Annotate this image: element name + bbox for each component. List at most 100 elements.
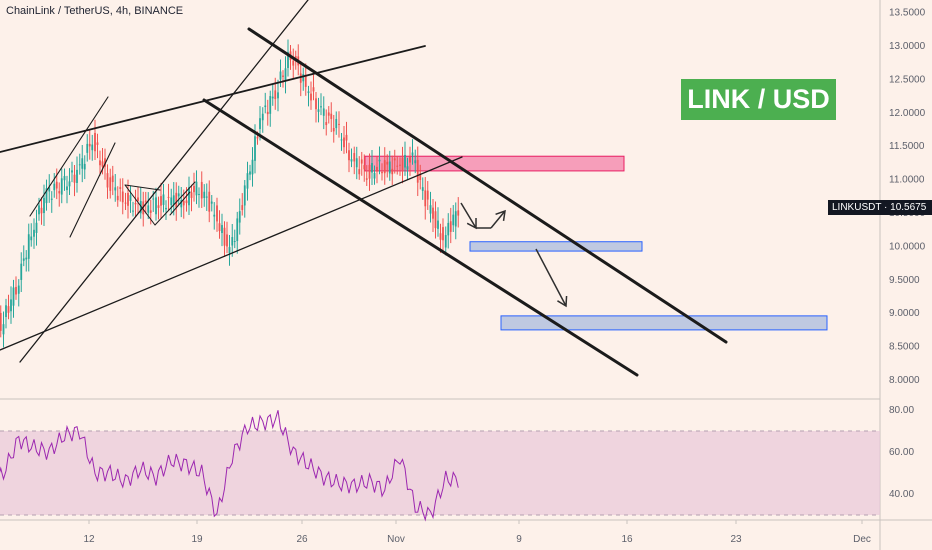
candle-body <box>444 235 447 248</box>
candle-body <box>86 143 89 153</box>
price-tick-label: 9.0000 <box>889 308 920 319</box>
candle-body <box>134 203 137 205</box>
candle-body <box>284 68 287 81</box>
candle-body <box>10 299 12 312</box>
candle-body <box>76 169 78 183</box>
zone-target-1 <box>469 241 643 252</box>
candle-body <box>439 233 442 240</box>
candle-body <box>264 105 267 108</box>
arrowhead-icon <box>557 295 568 308</box>
symbol-badge: LINK / USD <box>681 79 836 120</box>
candle-body <box>132 210 134 212</box>
candle-body <box>365 178 368 180</box>
arrow-segment-0 <box>460 202 477 229</box>
candle-body <box>419 173 422 180</box>
candle-body <box>139 200 142 214</box>
candle-body <box>266 111 269 115</box>
candle-body <box>236 218 239 242</box>
candle-body <box>442 227 444 241</box>
candle-body <box>33 229 35 237</box>
trendline-3 <box>202 98 639 377</box>
candle-body <box>157 205 160 208</box>
candle-body <box>256 136 259 139</box>
candle-body <box>381 171 383 174</box>
arrowhead-icon <box>466 217 477 230</box>
candle-body <box>119 187 122 189</box>
time-tick-label: 26 <box>296 534 308 545</box>
time-tick-label: 16 <box>621 534 633 545</box>
candle-body <box>170 197 173 206</box>
arrowhead-icon <box>495 209 506 222</box>
candle-body <box>241 205 244 211</box>
trendline-7 <box>124 184 156 226</box>
candle-body <box>195 181 198 196</box>
candle-body <box>27 234 30 259</box>
candle-body <box>243 185 246 206</box>
candle-body <box>426 190 429 200</box>
candle-body <box>172 195 175 205</box>
candle-body <box>376 166 378 172</box>
candle-body <box>254 136 256 161</box>
candle-body <box>152 198 155 200</box>
candle-body <box>20 263 23 280</box>
candle-body <box>83 163 86 170</box>
price-tick-label: 11.0000 <box>889 175 925 186</box>
candle-body <box>327 112 330 116</box>
candle-body <box>322 108 325 116</box>
candle-body <box>249 171 251 175</box>
candle-body <box>99 160 101 166</box>
time-tick-label: 19 <box>191 534 203 545</box>
candle-body <box>165 207 167 210</box>
candle-body <box>149 210 152 213</box>
candle-body <box>312 87 315 92</box>
candle-body <box>343 137 345 148</box>
candle-body <box>160 196 162 206</box>
candle-body <box>58 191 61 194</box>
candle-body <box>53 183 56 191</box>
candle-body <box>434 211 437 229</box>
candle-body <box>104 158 106 167</box>
candle-body <box>109 177 112 191</box>
candle-body <box>386 161 389 165</box>
candle-body <box>101 161 104 167</box>
candle-body <box>302 74 305 82</box>
candle-body <box>271 96 274 99</box>
candle-body <box>317 109 320 112</box>
candle-body <box>373 172 376 179</box>
trendline-9 <box>124 184 161 191</box>
zone-target-2 <box>500 315 828 331</box>
candle-body <box>360 159 363 164</box>
candle-body <box>396 165 399 167</box>
candle-body <box>5 305 7 318</box>
price-tick-label: 11.5000 <box>889 141 925 152</box>
trendline-0 <box>0 45 426 153</box>
candle-body <box>355 158 358 168</box>
candle-body <box>223 227 226 246</box>
candle-body <box>2 324 5 335</box>
trendline-5 <box>29 96 109 217</box>
candle-body <box>345 134 348 141</box>
trendline-8 <box>154 181 196 226</box>
price-tick-label: 10.0000 <box>889 241 926 252</box>
candle-body <box>409 156 411 163</box>
candle-body <box>277 92 279 99</box>
candle-body <box>338 123 340 125</box>
candle-body <box>401 157 404 171</box>
candle-body <box>50 198 53 200</box>
rsi-band <box>0 431 880 515</box>
candle-body <box>454 211 457 227</box>
candle-body <box>332 127 335 132</box>
rsi-tick-label: 80.00 <box>889 405 914 416</box>
arrow-segment-3 <box>535 248 567 307</box>
candle-body <box>73 174 76 183</box>
candle-body <box>414 160 417 164</box>
candle-body <box>43 197 45 214</box>
time-tick-label: 12 <box>83 534 95 545</box>
candle-body <box>68 181 71 187</box>
candle-body <box>221 225 223 234</box>
candle-body <box>63 176 66 181</box>
candle-body <box>106 173 109 188</box>
candle-body <box>91 144 94 151</box>
